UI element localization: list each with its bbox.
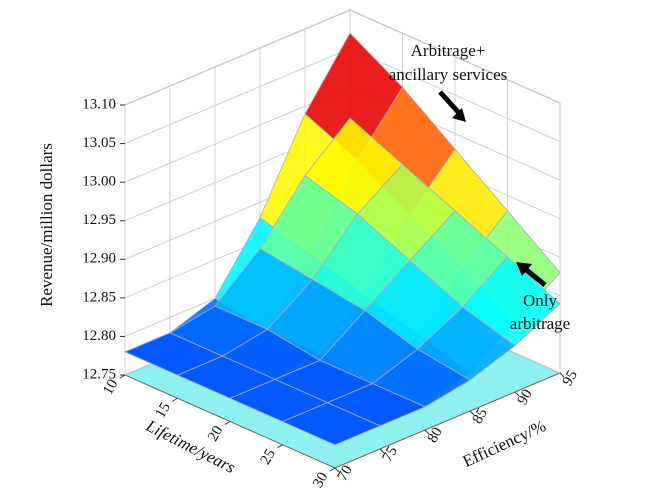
annotation: Only <box>523 291 558 310</box>
y-tick-label: 85 <box>470 406 491 427</box>
arrow <box>438 90 462 116</box>
y-tick <box>379 448 385 454</box>
x-tick-label: 30 <box>310 470 331 491</box>
x-tick-label: 15 <box>153 400 174 421</box>
y-tick <box>424 429 430 435</box>
arrow <box>522 266 547 287</box>
x-tick <box>172 397 178 402</box>
y-tick <box>559 372 565 378</box>
z-tick-label: 13.05 <box>82 135 116 151</box>
z-tick-label: 13.10 <box>82 96 116 112</box>
x-tick <box>277 444 283 449</box>
y-tick-label: 90 <box>515 387 536 408</box>
y-tick-label: 70 <box>335 463 356 484</box>
x-tick <box>224 421 231 425</box>
x-tick-label: 10 <box>100 377 121 398</box>
x-tick <box>119 374 126 379</box>
x-tick <box>329 467 336 472</box>
x-tick-label: 25 <box>258 446 279 467</box>
z-tick-label: 12.75 <box>82 366 116 382</box>
arrow-head <box>452 108 466 122</box>
z-axis-label: Revenue/million dollars <box>37 143 56 307</box>
annotation: ancillary services <box>389 65 507 84</box>
z-tick-label: 12.90 <box>82 251 116 267</box>
y-axis-label: Efficiency/% <box>460 416 549 471</box>
annotation: Arbitrage+ <box>411 41 486 60</box>
y-tick-label: 80 <box>425 425 446 446</box>
annotation: arbitrage <box>510 314 570 333</box>
y-tick <box>334 467 340 473</box>
y-tick-label: 75 <box>380 444 401 465</box>
x-tick-label: 20 <box>205 423 226 444</box>
z-tick-label: 12.80 <box>82 328 116 344</box>
z-tick-label: 13.00 <box>82 174 116 190</box>
x-axis-label: Lifetime/years <box>142 416 239 478</box>
z-tick-label: 12.85 <box>82 289 116 305</box>
y-tick <box>469 410 475 416</box>
y-tick-label: 95 <box>560 368 581 389</box>
surface-patch <box>281 402 382 446</box>
y-tick <box>514 391 520 397</box>
arrow-head <box>516 262 532 276</box>
z-tick-label: 12.95 <box>82 212 116 228</box>
surfaces <box>123 32 561 446</box>
